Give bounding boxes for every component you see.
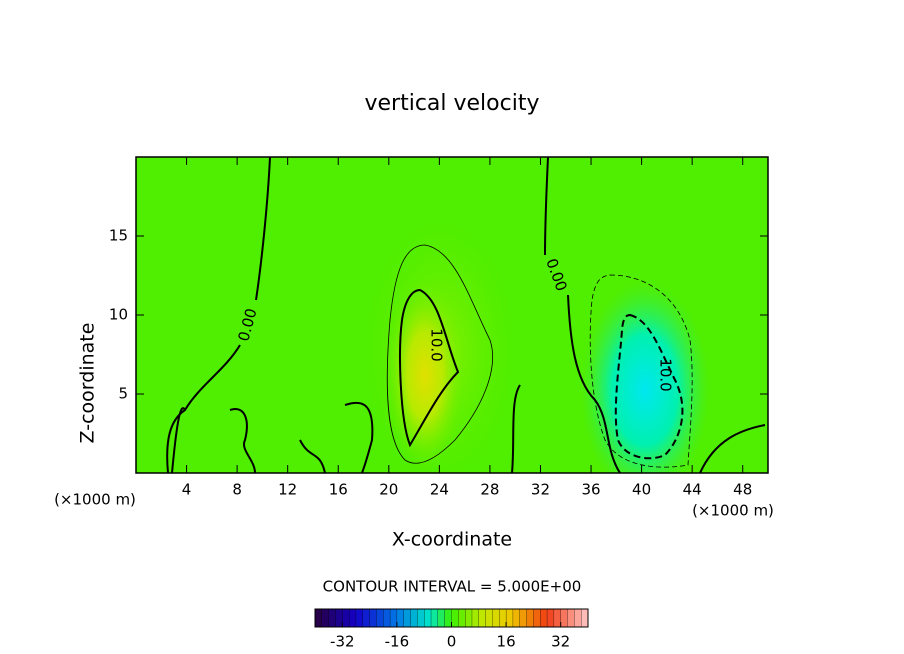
colorbar-cell bbox=[383, 608, 391, 628]
colorbar-tick-label: -32 bbox=[330, 633, 355, 651]
colorbar-cell bbox=[574, 608, 582, 628]
contour-label: 10.0 bbox=[428, 328, 446, 361]
colorbar-cell bbox=[376, 608, 384, 628]
contour-line bbox=[399, 288, 460, 448]
x-tick-label: 36 bbox=[581, 481, 600, 499]
y-tick-label: 15 bbox=[109, 227, 128, 245]
colorbar-cell bbox=[464, 608, 473, 628]
x-tick-label: 8 bbox=[232, 481, 242, 499]
colorbar-tick-label: 0 bbox=[447, 633, 457, 651]
colorbar-cell bbox=[581, 608, 589, 628]
x-tick-label: 48 bbox=[733, 481, 752, 499]
colorbar-tick-label: 16 bbox=[497, 633, 516, 651]
colorbar-cell bbox=[444, 608, 452, 628]
colorbar-cell bbox=[321, 608, 330, 628]
colorbar-cell bbox=[526, 608, 534, 628]
x-tick-label: 32 bbox=[531, 481, 550, 499]
y-axis-label: Z-coordinate bbox=[77, 323, 99, 444]
colorbar-cell bbox=[417, 608, 425, 628]
colorbar-cell bbox=[362, 608, 371, 628]
colorbar-cell bbox=[451, 608, 459, 628]
x-tick-label: 20 bbox=[379, 481, 398, 499]
x-tick-label: 16 bbox=[329, 481, 348, 499]
y-tick-label: 5 bbox=[118, 385, 128, 403]
colorbar-cell bbox=[519, 608, 528, 628]
x-tick-label: 4 bbox=[182, 481, 192, 499]
colorbar-cell bbox=[505, 608, 514, 628]
contour-interval: CONTOUR INTERVAL = 5.000E+00 bbox=[323, 578, 582, 596]
colorbar-cell bbox=[389, 608, 398, 628]
colorbar-cell bbox=[512, 608, 521, 628]
colorbar-cell bbox=[369, 608, 377, 628]
x-tick-label: 40 bbox=[632, 481, 651, 499]
x-tick-label: 28 bbox=[480, 481, 499, 499]
colorbar-cell bbox=[342, 608, 350, 628]
contour-line bbox=[511, 157, 766, 473]
contour-label: 10.0 bbox=[657, 358, 675, 391]
colorbar-cell bbox=[396, 608, 405, 628]
field bbox=[136, 157, 768, 473]
colorbar-cell bbox=[430, 608, 439, 628]
colorbar-cell bbox=[560, 608, 568, 628]
x-tick-label: 44 bbox=[683, 481, 702, 499]
y-unit: (×1000 m) bbox=[54, 491, 136, 509]
colorbar-cell bbox=[403, 608, 412, 628]
colorbar-cell bbox=[328, 608, 336, 628]
colorbar-cell bbox=[485, 608, 493, 628]
colorbar-tick-label: 32 bbox=[551, 633, 570, 651]
y-tick-label: 10 bbox=[109, 306, 128, 324]
colorbar-cell bbox=[499, 608, 507, 628]
colorbar-cell bbox=[478, 608, 487, 628]
colorbar-cell bbox=[540, 608, 548, 628]
colorbar-cell bbox=[355, 608, 364, 628]
chart-title: vertical velocity bbox=[364, 91, 539, 116]
colorbar-cell bbox=[546, 608, 555, 628]
x-tick-label: 24 bbox=[430, 481, 449, 499]
contour-line bbox=[166, 157, 271, 473]
colorbar-cell bbox=[335, 608, 343, 628]
colorbar-cell bbox=[553, 608, 562, 628]
contour-line bbox=[589, 274, 693, 468]
colorbar-tick-label: -16 bbox=[385, 633, 410, 651]
colorbar-cell bbox=[471, 608, 480, 628]
colorbar-cell bbox=[348, 608, 357, 628]
colorbar-cell bbox=[567, 608, 575, 628]
colorbar-cell bbox=[314, 608, 323, 628]
field-low bbox=[580, 280, 710, 473]
contour-line bbox=[229, 401, 374, 473]
contour-line bbox=[386, 244, 494, 464]
colorbar-cell bbox=[533, 608, 541, 628]
colorbar-cell bbox=[492, 608, 500, 628]
colorbar-cell bbox=[458, 608, 466, 628]
x-unit: (×1000 m) bbox=[692, 502, 774, 520]
colorbar-cell bbox=[410, 608, 418, 628]
contour-line bbox=[614, 313, 684, 460]
colorbar-cell bbox=[424, 608, 432, 628]
x-tick-label: 12 bbox=[278, 481, 297, 499]
colorbar-cell bbox=[437, 608, 446, 628]
x-axis-label: X-coordinate bbox=[392, 529, 512, 551]
